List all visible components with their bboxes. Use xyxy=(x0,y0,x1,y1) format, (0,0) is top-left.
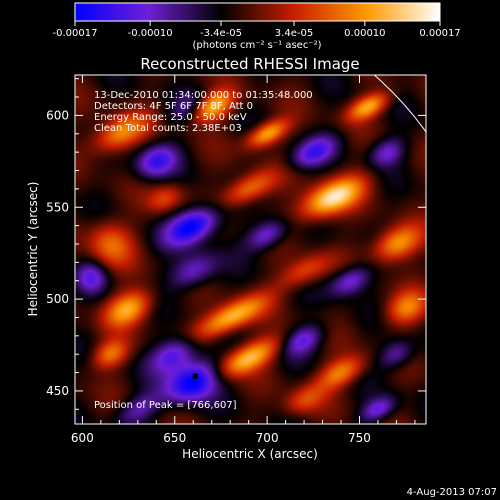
colorbar-tick-label: 0.00010 xyxy=(344,28,385,39)
plot-frame xyxy=(74,74,427,425)
y-axis-label: Heliocentric Y (arcsec) xyxy=(26,182,40,317)
colorbar-ticks: -0.00017 -0.00010 -3.4e-05 3.4e-05 0.00010 0.… xyxy=(53,21,461,39)
colorbar-unit-label: (photons cm⁻² s⁻¹ asec⁻²) xyxy=(192,40,321,51)
colorbar xyxy=(74,2,441,22)
x-tick-label: 750 xyxy=(348,431,371,445)
annotation-clean: Clean Total counts: 2.38E+03 xyxy=(94,123,242,134)
colorbar-tick-label: -3.4e-05 xyxy=(200,28,242,39)
x-tick-label: 650 xyxy=(163,431,186,445)
colorbar-tick-label: -0.00017 xyxy=(53,28,98,39)
x-tick-label: 600 xyxy=(71,431,94,445)
x-axis-label: Heliocentric X (arcsec) xyxy=(182,447,318,461)
axis-ticks: 600 650 700 750 450 500 550 600 xyxy=(46,75,426,445)
chart-title: Reconstructed RHESSI Image xyxy=(140,55,359,73)
solar-limb-arc xyxy=(373,75,426,133)
y-tick-label: 550 xyxy=(46,200,69,214)
y-tick-label: 450 xyxy=(46,384,69,398)
colorbar-tick-label: 3.4e-05 xyxy=(275,28,313,39)
x-tick-label: 700 xyxy=(256,431,279,445)
annotation-energy: Energy Range: 25.0 - 50.0 keV xyxy=(94,112,247,123)
annotation-peak: Position of Peak = [766,607] xyxy=(94,400,237,411)
y-tick-label: 600 xyxy=(46,108,69,122)
y-tick-label: 500 xyxy=(46,292,69,306)
heatmap-image xyxy=(75,75,426,424)
annotation-time: 13-Dec-2010 01:34:00.000 to 01:35:48.000 xyxy=(94,90,313,101)
footer-date: 4-Aug-2013 07:07 xyxy=(407,487,497,498)
colorbar-tick-label: -0.00010 xyxy=(128,28,173,39)
colorbar-tick-label: 0.00017 xyxy=(419,28,460,39)
peak-marker xyxy=(192,373,198,379)
annotation-detectors: Detectors: 4F 5F 6F 7F 8F, Att 0 xyxy=(94,101,253,112)
